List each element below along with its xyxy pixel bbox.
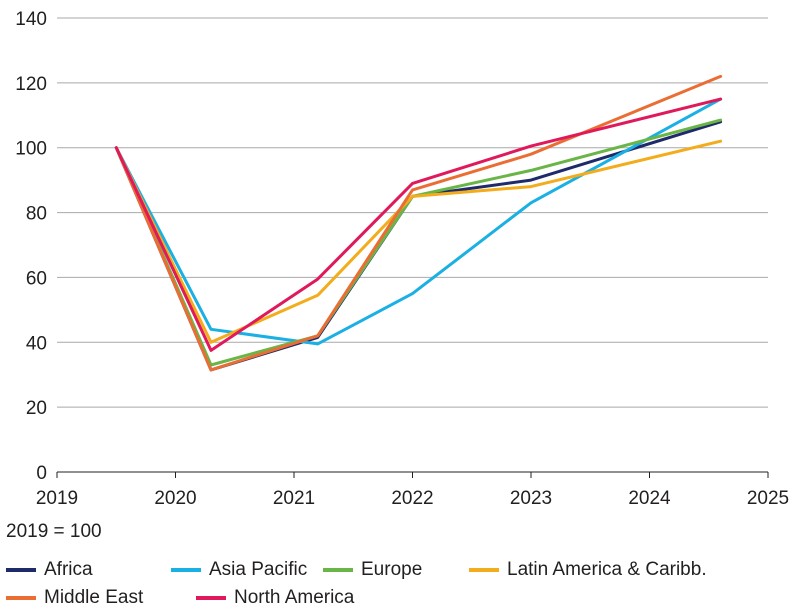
legend-row-1: Africa Asia Pacific Europe Latin America…: [6, 556, 796, 584]
legend-label-middle-east: Middle East: [44, 587, 144, 608]
x-tick-label-2021: 2021: [273, 488, 315, 509]
x-tick-label-2019: 2019: [36, 488, 78, 509]
y-tick-label-0: 0: [36, 463, 47, 484]
series-line-middle-east: [114, 74, 723, 372]
x-tick-label-2024: 2024: [628, 488, 671, 509]
legend-label-north-america: North America: [234, 587, 355, 608]
legend-swatch-africa: [6, 568, 36, 572]
legend-swatch-europe: [323, 568, 353, 572]
legend-item-north-america: North America: [196, 587, 354, 609]
series-line-north-america: [114, 97, 723, 352]
y-tick-label-100: 100: [15, 139, 47, 160]
x-tick-label-2020: 2020: [154, 488, 196, 509]
legend-swatch-north-america: [196, 596, 226, 600]
legend-item-europe: Europe: [323, 559, 469, 581]
legend-label-latin-america: Latin America & Caribb.: [507, 559, 707, 580]
y-tick-label-80: 80: [26, 204, 47, 225]
legend-swatch-latin-america: [469, 568, 499, 572]
legend-item-latin-america: Latin America & Caribb.: [469, 559, 707, 581]
legend-label-europe: Europe: [361, 559, 423, 580]
legend-item-middle-east: Middle East: [6, 587, 196, 609]
y-tick-label-140: 140: [15, 9, 47, 30]
y-axis-ticks: 0 20 40 60 80 100 120 140: [15, 9, 47, 484]
legend-swatch-asia-pacific: [171, 568, 201, 572]
legend-item-africa: Africa: [6, 559, 171, 581]
legend-label-asia-pacific: Asia Pacific: [209, 559, 308, 580]
legend-swatch-middle-east: [6, 596, 36, 600]
legend-item-asia-pacific: Asia Pacific: [171, 559, 323, 581]
x-tick-label-2023: 2023: [510, 488, 552, 509]
series-lines: [114, 74, 723, 372]
x-axis-ticks: 2019 2020 2021 2022 2023 2024 2025: [36, 472, 789, 509]
chart-legend: Africa Asia Pacific Europe Latin America…: [6, 556, 796, 612]
y-tick-label-20: 20: [26, 398, 47, 419]
y-tick-label-40: 40: [26, 333, 47, 354]
y-tick-label-60: 60: [26, 268, 47, 289]
x-tick-label-2022: 2022: [391, 488, 433, 509]
y-tick-label-120: 120: [15, 74, 47, 95]
index-base-note: 2019 = 100: [6, 521, 102, 542]
series-line-asia-pacific: [114, 97, 723, 346]
x-tick-label-2025: 2025: [747, 488, 789, 509]
legend-label-africa: Africa: [44, 559, 93, 580]
series-line-europe: [114, 118, 723, 367]
series-line-latin-america-caribb: [114, 139, 723, 344]
legend-row-2: Middle East North America: [6, 584, 796, 612]
